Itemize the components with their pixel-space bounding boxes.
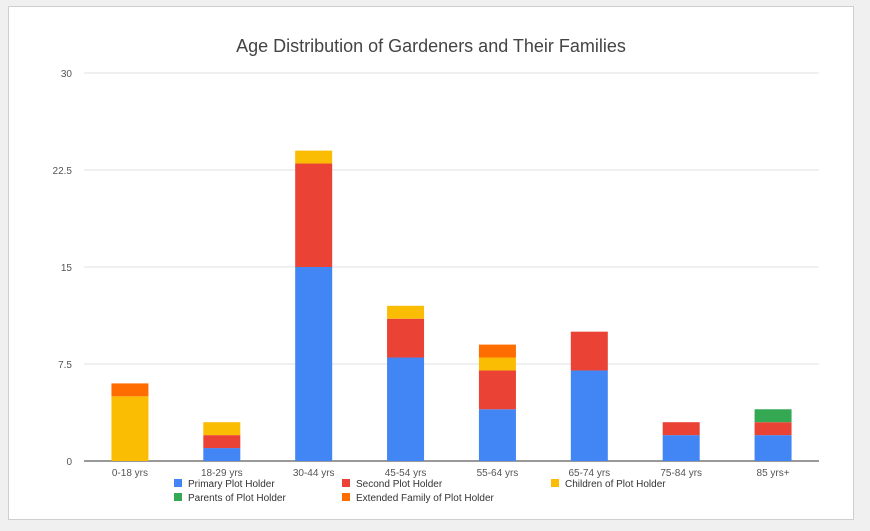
bar-segment[interactable] bbox=[478, 409, 516, 461]
legend-swatch bbox=[342, 493, 350, 501]
bar-segment[interactable] bbox=[478, 344, 516, 358]
bar-segment[interactable] bbox=[295, 150, 333, 164]
y-tick-label: 0 bbox=[66, 457, 72, 468]
x-tick-label: 55-64 yrs bbox=[477, 468, 519, 479]
y-tick-label: 7.5 bbox=[58, 360, 72, 371]
legend-swatch bbox=[174, 479, 182, 487]
y-tick-label: 22.5 bbox=[53, 166, 73, 177]
bar-segment[interactable] bbox=[754, 435, 792, 461]
bar-segment[interactable] bbox=[754, 409, 792, 423]
legend-label: Children of Plot Holder bbox=[565, 479, 666, 490]
y-tick-label: 15 bbox=[61, 263, 73, 274]
x-tick-label: 85 yrs+ bbox=[757, 468, 790, 479]
bar-segment[interactable] bbox=[478, 370, 516, 410]
legend-label: Parents of Plot Holder bbox=[188, 493, 286, 504]
bar-segment[interactable] bbox=[111, 396, 149, 461]
bar-segment[interactable] bbox=[478, 357, 516, 371]
bar-segment[interactable] bbox=[203, 435, 241, 449]
bar-segment[interactable] bbox=[387, 318, 425, 358]
bar-segment[interactable] bbox=[387, 357, 425, 461]
x-tick-label: 45-54 yrs bbox=[385, 468, 427, 479]
x-tick-label: 65-74 yrs bbox=[568, 468, 610, 479]
x-tick-label: 75-84 yrs bbox=[660, 468, 702, 479]
x-tick-label: 0-18 yrs bbox=[112, 468, 148, 479]
bar-segment[interactable] bbox=[203, 448, 241, 461]
bar-segment[interactable] bbox=[295, 163, 333, 267]
bar-segment[interactable] bbox=[570, 370, 608, 461]
bar-segment[interactable] bbox=[295, 267, 333, 461]
legend-swatch bbox=[551, 479, 559, 487]
legend-label: Second Plot Holder bbox=[356, 479, 443, 490]
legend-label: Primary Plot Holder bbox=[188, 479, 275, 490]
bar-segment[interactable] bbox=[662, 422, 700, 436]
bar-segment[interactable] bbox=[662, 435, 700, 461]
legend-label: Extended Family of Plot Holder bbox=[356, 493, 495, 504]
x-tick-label: 30-44 yrs bbox=[293, 468, 335, 479]
bar-segment[interactable] bbox=[203, 422, 241, 436]
y-tick-label: 30 bbox=[61, 69, 73, 80]
legend-swatch bbox=[174, 493, 182, 501]
x-tick-label: 18-29 yrs bbox=[201, 468, 243, 479]
chart-title: Age Distribution of Gardeners and Their … bbox=[236, 36, 626, 56]
legend-swatch bbox=[342, 479, 350, 487]
bar-segment[interactable] bbox=[111, 383, 149, 397]
bar-segment[interactable] bbox=[754, 422, 792, 436]
bar-segment[interactable] bbox=[387, 305, 425, 319]
chart-panel: Age Distribution of Gardeners and Their … bbox=[8, 6, 854, 520]
chart-canvas: 0 7.5 15 22.5 30 0-18 yrs 18-29 yrs 30-44 yrs 45… bbox=[53, 69, 819, 504]
bar-segment[interactable] bbox=[570, 331, 608, 371]
